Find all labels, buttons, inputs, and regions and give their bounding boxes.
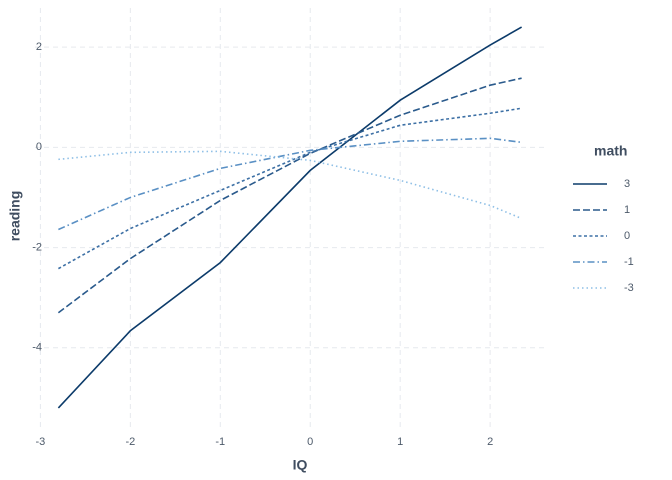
series-line <box>57 26 523 409</box>
series-line <box>58 137 522 231</box>
x-tick-label: -2 <box>125 436 135 448</box>
legend-label: 1 <box>624 204 630 216</box>
x-tick-label: 1 <box>397 436 403 448</box>
y-tick-label: -2 <box>32 241 42 253</box>
x-tick-label: -3 <box>36 436 46 448</box>
legend-label: 0 <box>624 230 630 242</box>
legend-label: 3 <box>624 178 630 190</box>
y-tick-label: -4 <box>32 342 42 354</box>
y-tick-label: 2 <box>36 41 42 53</box>
y-axis-title: reading <box>7 191 23 242</box>
x-axis-title: IQ <box>293 457 308 473</box>
legend-label: -3 <box>624 282 634 294</box>
series-line <box>57 77 522 314</box>
x-tick-label: -1 <box>215 436 225 448</box>
x-tick-label: 0 <box>307 436 313 448</box>
x-tick-label: 2 <box>487 436 493 448</box>
series-line <box>58 150 522 220</box>
y-tick-label: 0 <box>36 141 42 153</box>
series-line <box>57 107 522 270</box>
legend-label: -1 <box>624 256 634 268</box>
legend-title: math <box>594 143 627 159</box>
